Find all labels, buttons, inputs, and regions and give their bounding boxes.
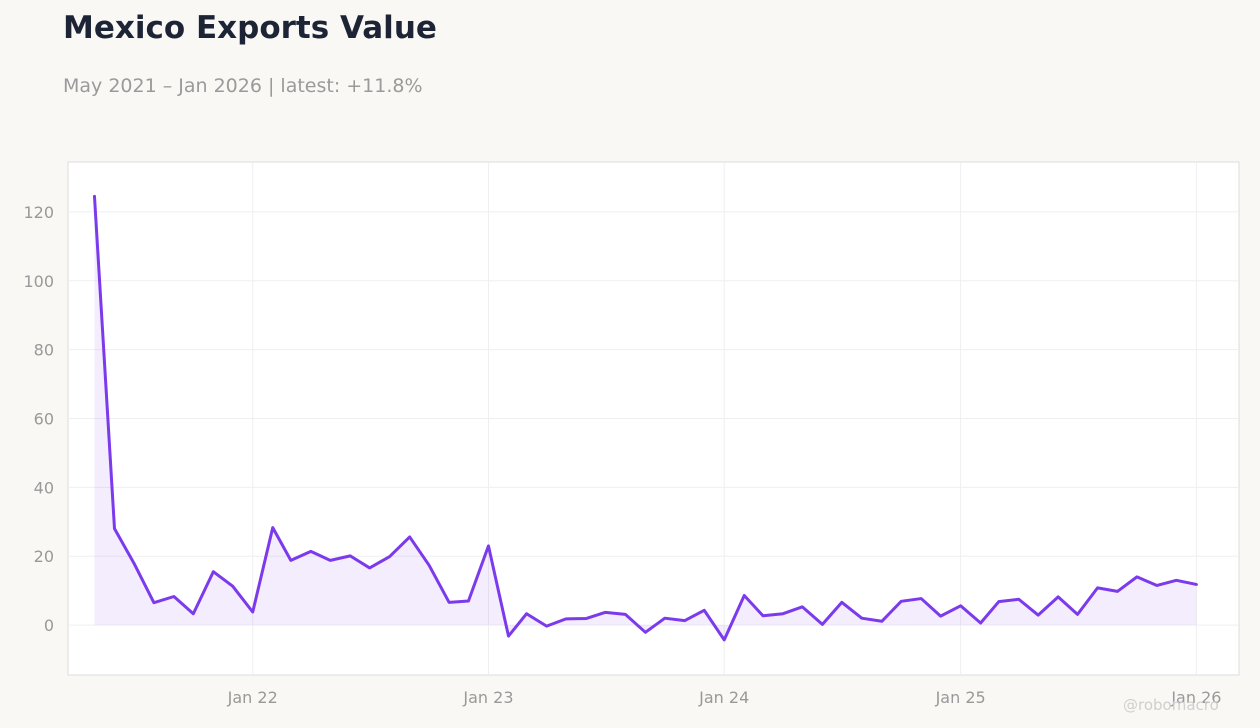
series-line — [92, 194, 1198, 642]
x-tick-label: Jan 26 — [1170, 688, 1221, 707]
y-tick-label: 0 — [44, 616, 54, 635]
x-tick-label: Jan 23 — [462, 688, 513, 707]
y-axis-ticks: 0 20 40 60 80 100 120 — [23, 203, 54, 635]
x-gridlines — [252, 162, 1197, 675]
x-axis-ticks: Jan 22 Jan 23 Jan 24 Jan 25 Jan 26 — [227, 688, 1222, 707]
chart-title: Mexico Exports Value — [63, 10, 437, 46]
y-tick-label: 20 — [34, 547, 54, 566]
chart-subtitle: May 2021 – Jan 2026 | latest: +11.8% — [63, 75, 423, 97]
watermark: @robomacro — [1123, 696, 1219, 714]
y-tick-label: 100 — [23, 272, 54, 291]
y-gridlines — [68, 211, 1239, 626]
y-tick-label: 120 — [23, 203, 54, 222]
x-tick-label: Jan 24 — [698, 688, 749, 707]
y-tick-label: 40 — [34, 478, 54, 497]
y-tick-label: 60 — [34, 410, 54, 429]
area-fill — [94, 196, 1197, 640]
y-tick-label: 80 — [34, 341, 54, 360]
x-tick-label: Jan 22 — [227, 688, 278, 707]
x-tick-label: Jan 25 — [935, 688, 986, 707]
